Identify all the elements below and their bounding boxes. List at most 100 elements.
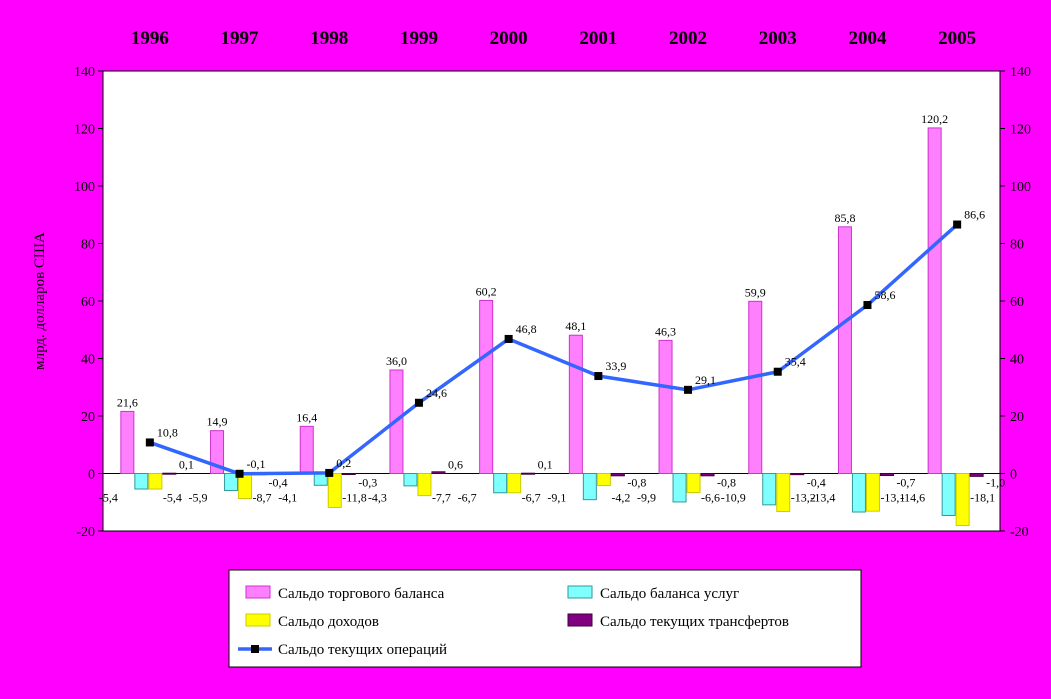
data-label-trade-balance: 46,3 <box>655 324 676 338</box>
right-tick-label: 120 <box>1010 123 1031 138</box>
bar-income-balance <box>148 473 163 490</box>
year-labels: 1996 1997 1998 1999 2000 2001 2002 2003 2004 2005 <box>131 28 976 49</box>
data-label-services-balance: -4,3 <box>368 491 387 505</box>
right-axis: -20 0 20 40 60 80 100 120 140 <box>1000 65 1031 540</box>
data-label-income-balance: -13,2 <box>791 491 816 505</box>
bar-trade-balance <box>748 300 763 474</box>
legend-item-income-balance-label: Сальдо доходов <box>278 614 379 630</box>
data-label-income-balance: -6,7 <box>522 491 541 505</box>
bar-trade-balance <box>927 127 942 475</box>
legend-box <box>228 569 862 668</box>
current-account-line <box>145 220 962 478</box>
data-label-current-account: 33,9 <box>605 359 626 373</box>
current-account-line-path <box>149 223 959 476</box>
bar-trade-balance <box>299 425 314 475</box>
bar-transfers-balance <box>610 473 625 477</box>
data-label-services-balance: -9,1 <box>547 491 566 505</box>
bar-services-balance <box>134 473 149 490</box>
data-label-transfers-balance: -0,4 <box>269 476 288 490</box>
data-label-income-balance: -7,7 <box>432 491 451 505</box>
data-label-income-balance: -6,6 <box>701 491 720 505</box>
bar-services-balance <box>403 473 418 487</box>
data-label-current-account: 46,8 <box>516 322 537 336</box>
bar-income-balance <box>596 473 611 487</box>
bar-trade-balance <box>658 339 673 475</box>
left-tick-label: 20 <box>81 410 95 425</box>
year-label: 1997 <box>221 28 260 49</box>
bar-trade-balance <box>837 226 852 474</box>
data-label-trade-balance: 48,1 <box>565 319 586 333</box>
bar-transfers-balance <box>969 473 984 477</box>
legend-item-current-account-label: Сальдо текущих операций <box>278 642 447 658</box>
bar-transfers-balance <box>341 473 356 475</box>
left-tick-label: 40 <box>81 353 95 368</box>
bar-income-balance <box>327 473 342 508</box>
legend-item-income-balance-swatch <box>245 613 271 627</box>
year-label: 2002 <box>669 28 707 49</box>
data-label-trade-balance: 59,9 <box>745 285 766 299</box>
data-label-transfers-balance: 0,1 <box>179 458 194 472</box>
current-account-marker <box>863 301 872 310</box>
year-label: 1999 <box>400 28 438 49</box>
data-label-income-balance: -13,1 <box>880 491 905 505</box>
bar-services-balance <box>582 473 597 501</box>
bar-services-balance <box>762 473 777 506</box>
bar-services-balance <box>672 473 687 503</box>
right-tick-label: 60 <box>1010 295 1024 310</box>
legend-item-services-balance-label: Сальдо баланса услуг <box>600 586 739 602</box>
year-label: 2004 <box>848 28 887 49</box>
right-tick-label: 0 <box>1010 468 1017 483</box>
left-tick-label: -20 <box>76 525 95 540</box>
legend-item-trade-balance-swatch <box>245 585 271 599</box>
data-label-income-balance: -4,2 <box>611 491 630 505</box>
year-label: 1996 <box>131 28 169 49</box>
data-label-current-account: 58,6 <box>874 288 895 302</box>
year-label: 1998 <box>310 28 348 49</box>
legend-item-services-balance-swatch <box>567 585 593 599</box>
left-tick-label: 60 <box>81 295 95 310</box>
data-label-services-balance: -5,4 <box>99 491 118 505</box>
bar-services-balance <box>493 473 508 494</box>
data-label-services-balance: -5,9 <box>189 491 208 505</box>
data-label-trade-balance: 16,4 <box>296 410 317 424</box>
data-label-trade-balance: 21,6 <box>117 395 138 409</box>
bar-transfers-balance <box>700 473 715 477</box>
data-label-services-balance: -9,9 <box>637 491 656 505</box>
data-labels: 21,6-5,4 -5,40,110,814,9-5,9 -8,7-0,4-0,11… <box>99 112 1005 505</box>
data-label-transfers-balance: 0,1 <box>538 458 553 472</box>
data-label-current-account: -0,1 <box>247 457 266 471</box>
legend-item-current-account-marker <box>251 645 259 653</box>
data-label-services-balance: -4,1 <box>278 491 297 505</box>
right-tick-label: 40 <box>1010 353 1024 368</box>
left-tick-label: 140 <box>74 65 95 80</box>
bar-transfers-balance <box>879 473 894 477</box>
data-label-current-account: 86,6 <box>964 208 985 222</box>
bar-income-balance <box>865 473 880 512</box>
current-account-marker <box>145 438 154 447</box>
data-label-trade-balance: 85,8 <box>834 211 855 225</box>
data-label-trade-balance: 60,2 <box>476 284 497 298</box>
left-tick-label: 80 <box>81 238 95 253</box>
current-account-marker <box>684 385 693 394</box>
legend-item-transfers-balance-label: Сальдо текущих трансфертов <box>600 614 789 630</box>
data-label-transfers-balance: -0,8 <box>717 476 736 490</box>
left-tick-label: 120 <box>74 123 95 138</box>
data-label-transfers-balance: -0,4 <box>807 476 826 490</box>
bar-income-balance <box>955 473 970 527</box>
data-label-current-account: 35,4 <box>785 355 806 369</box>
bar-transfers-balance <box>431 471 446 474</box>
data-label-services-balance: -14,6 <box>900 491 925 505</box>
bars <box>120 127 984 527</box>
legend-item-transfers-balance-swatch <box>567 613 593 627</box>
bar-income-balance <box>417 473 432 497</box>
year-label: 2005 <box>938 28 976 49</box>
right-tick-label: 140 <box>1010 65 1031 80</box>
data-label-trade-balance: 120,2 <box>921 112 948 126</box>
data-label-trade-balance: 36,0 <box>386 354 407 368</box>
bar-income-balance <box>686 473 701 493</box>
bar-income-balance <box>507 473 522 494</box>
bar-trade-balance <box>568 334 583 474</box>
data-label-current-account: 29,1 <box>695 373 716 387</box>
right-tick-label: -20 <box>1010 525 1029 540</box>
